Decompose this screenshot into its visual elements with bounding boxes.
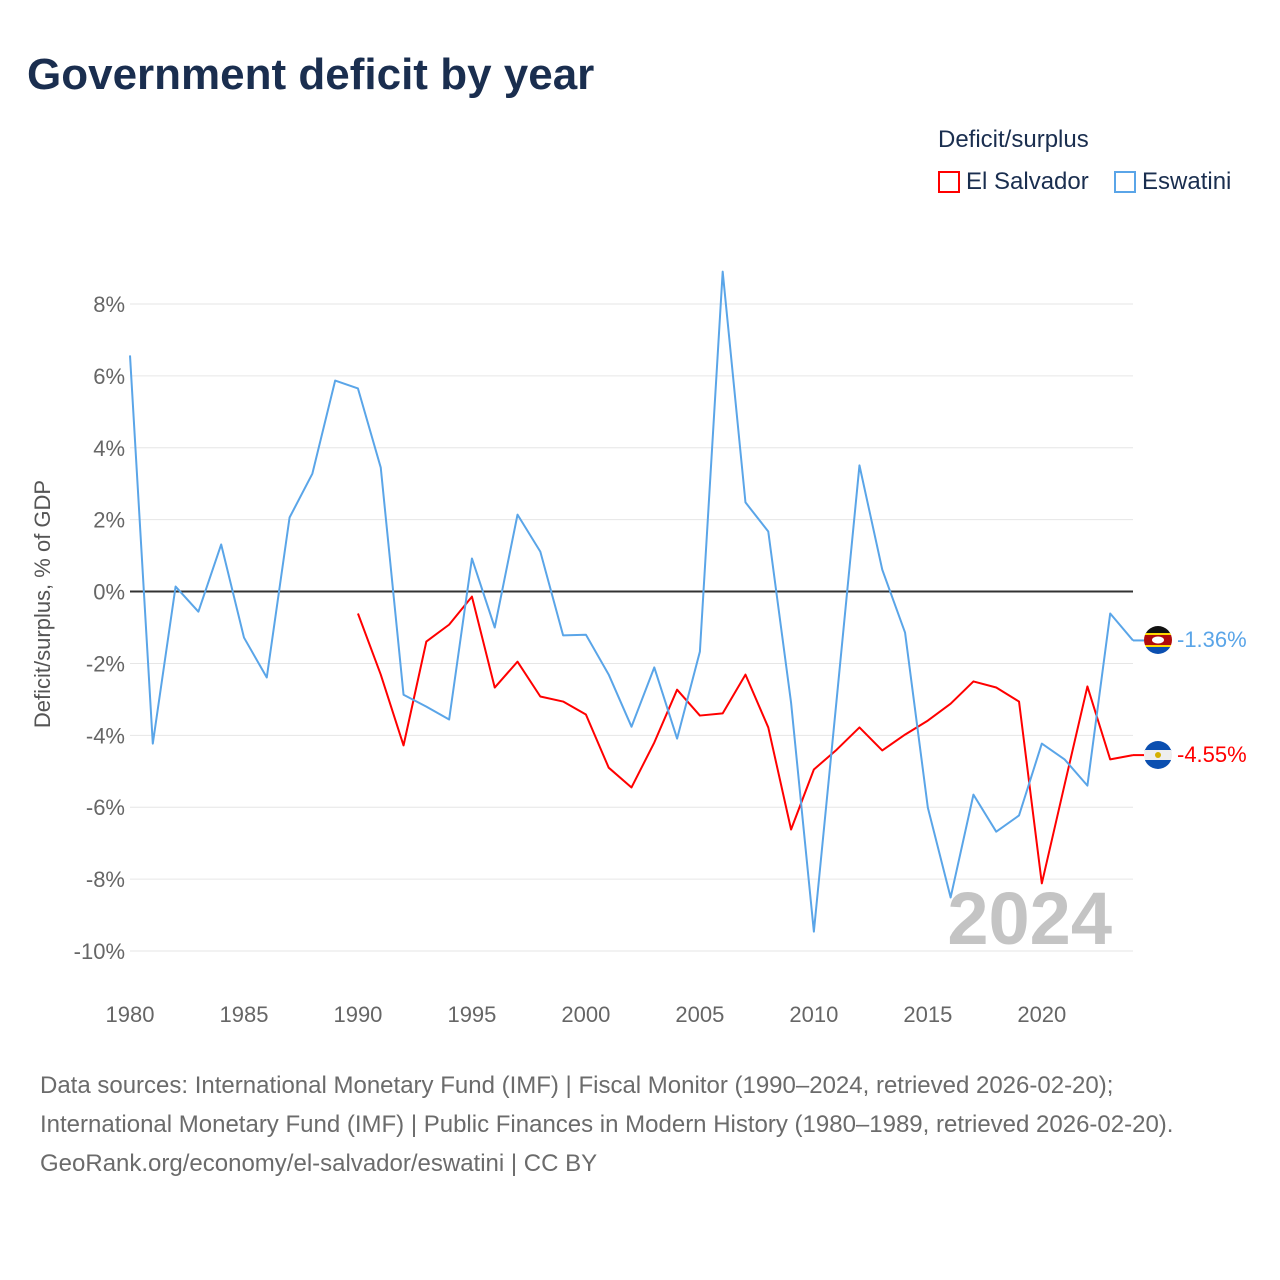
end-label-eswatini: -1.36% <box>1177 627 1247 652</box>
legend-item-eswatini[interactable]: Eswatini <box>1114 168 1231 196</box>
y-tick-label: 2% <box>93 508 125 533</box>
chart-title: Government deficit by year <box>27 50 595 99</box>
legend-title: Deficit/surplus <box>938 126 1089 153</box>
legend-swatch <box>1114 171 1136 193</box>
y-tick-label: -2% <box>86 651 125 676</box>
flag-eswatini-icon <box>1144 626 1172 654</box>
y-tick-label: 4% <box>93 436 125 461</box>
y-tick-label: -4% <box>86 723 125 748</box>
legend-swatch <box>938 171 960 193</box>
x-tick-label: 1985 <box>220 1002 269 1027</box>
x-tick-label: 2005 <box>675 1002 724 1027</box>
y-tick-label: -10% <box>74 939 125 964</box>
x-tick-label: 1980 <box>106 1002 155 1027</box>
x-tick-label: 1995 <box>447 1002 496 1027</box>
y-tick-label: -8% <box>86 867 125 892</box>
y-tick-label: 8% <box>93 292 125 317</box>
source-link[interactable]: GeoRank.org/economy/el-salvador/eswatini… <box>40 1150 598 1177</box>
end-label-el-salvador: -4.55% <box>1177 742 1247 767</box>
legend-item-el-salvador[interactable]: El Salvador <box>938 168 1089 196</box>
footer: Data sources: International Monetary Fun… <box>40 1066 1240 1183</box>
y-tick-label: 0% <box>93 580 125 605</box>
x-tick-label: 2015 <box>903 1002 952 1027</box>
y-tick-label: 6% <box>93 364 125 389</box>
legend-label: El Salvador <box>966 168 1089 195</box>
series-line-eswatini[interactable] <box>129 270 1134 933</box>
x-tick-label: 2010 <box>789 1002 838 1027</box>
flag-el-salvador-icon <box>1144 741 1172 769</box>
legend-label: Eswatini <box>1142 168 1232 195</box>
data-sources: Data sources: International Monetary Fun… <box>40 1072 1174 1138</box>
x-tick-label: 2020 <box>1017 1002 1066 1027</box>
year-annotation: 2024 <box>947 877 1112 960</box>
y-axis-label: Deficit/surplus, % of GDP <box>30 480 55 728</box>
x-tick-label: 1990 <box>333 1002 382 1027</box>
line-chart: 8% 6% 4% 2% 0% -2% -4% -6% -8% -10% 1980 1985 1990 1… <box>30 270 1247 1027</box>
y-tick-label: -6% <box>86 795 125 820</box>
x-tick-label: 2000 <box>561 1002 610 1027</box>
series-line-el-salvador[interactable] <box>357 595 1134 885</box>
